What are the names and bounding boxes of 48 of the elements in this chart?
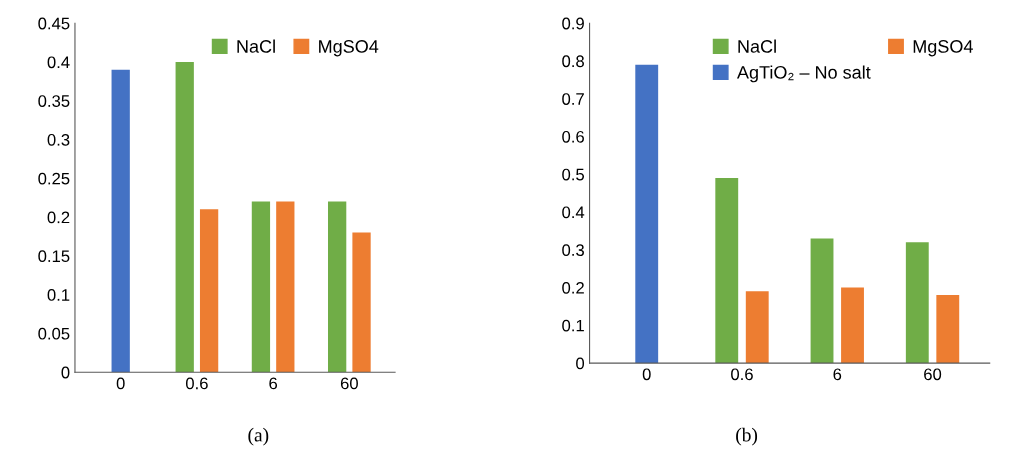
y-tick-label: 0.2	[562, 281, 584, 294]
y-tick-label: 0.2	[47, 211, 70, 224]
y-tick-label: 0.25	[38, 172, 70, 185]
bar	[635, 64, 659, 364]
bar	[328, 201, 347, 373]
x-tick-label: 0	[116, 377, 125, 390]
y-tick-label: 0.1	[47, 289, 70, 301]
x-tick-label: 0	[642, 368, 651, 381]
y-tick-label: 0.1	[562, 319, 584, 332]
y-tick-label: 0.9	[562, 17, 584, 30]
y-tick-label: 0.3	[47, 133, 70, 146]
x-tick-label: 6	[833, 368, 842, 381]
x-tick-label: 60	[924, 368, 942, 381]
y-tick-label: 0.35	[38, 95, 70, 107]
y-tick-label: 0	[576, 357, 585, 370]
y-tick-label: 0.05	[38, 327, 70, 340]
bar	[199, 209, 219, 373]
bar	[175, 61, 194, 373]
y-tick-label: 0.3	[562, 244, 584, 256]
y-tick-label: 0.15	[38, 250, 70, 263]
y-tick-label: 0.4	[562, 206, 585, 219]
x-tick-label: 0.6	[731, 368, 753, 381]
x-tick-label: 0.6	[185, 377, 208, 390]
legend-label: AgTiO₂ – No salt	[736, 65, 871, 83]
y-tick-label: 0.5	[562, 168, 585, 181]
bar	[352, 232, 371, 373]
bar	[841, 287, 864, 364]
legend-label: MgSO4	[913, 40, 973, 57]
bar	[251, 201, 271, 373]
y-tick-label: 0.8	[562, 55, 584, 68]
legend-label: MgSO4	[319, 40, 379, 57]
bar	[111, 69, 130, 373]
y-tick-label: 0.4	[47, 56, 70, 69]
bar	[276, 201, 295, 373]
y-tick-label: 0.45	[38, 17, 70, 30]
text: (b)	[736, 427, 758, 446]
bar	[936, 295, 960, 364]
y-tick-label: 0.7	[562, 93, 584, 105]
legend-label: NaCl	[237, 39, 275, 53]
bar	[715, 178, 739, 364]
x-tick-label: 60	[340, 377, 358, 390]
legend-label: NaCl	[738, 39, 776, 53]
text: (a)	[248, 427, 269, 446]
bar	[745, 291, 769, 364]
y-tick-label: 0.6	[562, 130, 584, 143]
bar	[905, 242, 929, 364]
bar	[810, 238, 834, 364]
x-tick-label: 6	[269, 377, 278, 390]
